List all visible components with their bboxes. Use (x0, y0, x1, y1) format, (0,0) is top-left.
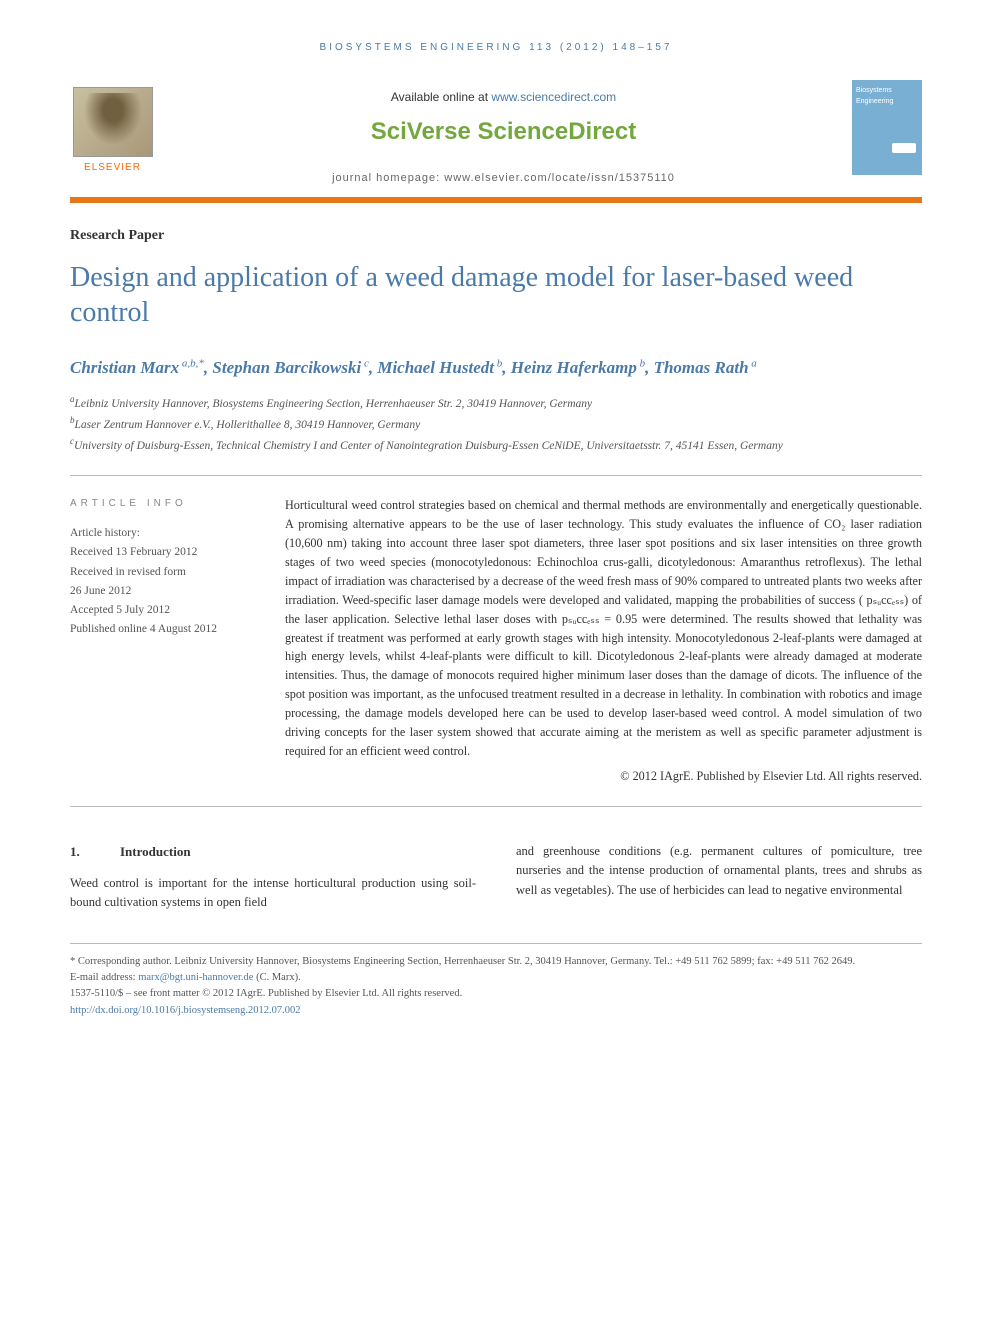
history-label: Article history: (70, 525, 255, 542)
intro-paragraph-left: Weed control is important for the intens… (70, 874, 476, 913)
abstract-copyright: © 2012 IAgrE. Published by Elsevier Ltd.… (285, 767, 922, 786)
sciencedirect-link[interactable]: www.sciencedirect.com (491, 90, 616, 104)
article-info: ARTICLE INFO Article history: Received 1… (70, 496, 255, 786)
homepage-prefix: journal homepage: (332, 172, 444, 184)
body-column-right: and greenhouse conditions (e.g. permanen… (516, 842, 922, 913)
running-header: BIOSYSTEMS ENGINEERING 113 (2012) 148–15… (70, 40, 922, 55)
corresponding-author: * Corresponding author. Leibniz Universi… (70, 954, 922, 970)
journal-cover-thumbnail[interactable]: Biosystems Engineering (852, 80, 922, 175)
cover-badge-icon (892, 143, 916, 153)
body-columns: 1.Introduction Weed control is important… (70, 842, 922, 913)
affiliation-c-text: University of Duisburg-Essen, Technical … (74, 439, 783, 451)
affiliation-a: aLeibniz University Hannover, Biosystems… (70, 393, 922, 414)
cover-title-2: Engineering (856, 97, 918, 108)
email-label: E-mail address: (70, 972, 138, 983)
masthead: ELSEVIER Available online at www.science… (70, 80, 922, 187)
affiliations: aLeibniz University Hannover, Biosystems… (70, 393, 922, 455)
corr-label: * Corresponding author. (70, 956, 172, 967)
article-info-heading: ARTICLE INFO (70, 496, 255, 511)
doi-link[interactable]: http://dx.doi.org/10.1016/j.biosystemsen… (70, 1005, 301, 1016)
body-column-left: 1.Introduction Weed control is important… (70, 842, 476, 913)
masthead-center: Available online at www.sciencedirect.co… (170, 80, 837, 187)
section-title: Introduction (120, 844, 191, 859)
affiliation-b-text: Laser Zentrum Hannover e.V., Hollerithal… (75, 419, 421, 431)
intro-paragraph-right: and greenhouse conditions (e.g. permanen… (516, 842, 922, 900)
affiliation-b: bLaser Zentrum Hannover e.V., Holleritha… (70, 414, 922, 435)
divider (70, 475, 922, 476)
revised-label: Received in revised form (70, 564, 255, 581)
affiliation-a-text: Leibniz University Hannover, Biosystems … (75, 398, 593, 410)
divider (70, 806, 922, 807)
email-link[interactable]: marx@bgt.uni-hannover.de (138, 972, 253, 983)
elsevier-logo[interactable]: ELSEVIER (70, 80, 155, 175)
author-list: Christian Marx a,b,*, Stephan Barcikowsk… (70, 356, 922, 380)
abstract-text: Horticultural weed control strategies ba… (285, 498, 922, 758)
article-type: Research Paper (70, 225, 922, 246)
footnotes: * Corresponding author. Leibniz Universi… (70, 943, 922, 1019)
received-date: Received 13 February 2012 (70, 544, 255, 561)
elsevier-tree-icon (73, 87, 153, 157)
published-date: Published online 4 August 2012 (70, 621, 255, 638)
article-title: Design and application of a weed damage … (70, 260, 922, 330)
info-abstract-row: ARTICLE INFO Article history: Received 1… (70, 496, 922, 786)
cover-title-1: Biosystems (856, 86, 918, 97)
journal-homepage: journal homepage: www.elsevier.com/locat… (170, 170, 837, 187)
revised-date: 26 June 2012 (70, 583, 255, 600)
available-online: Available online at www.sciencedirect.co… (170, 88, 837, 106)
corr-text: Leibniz University Hannover, Biosystems … (172, 956, 855, 967)
sciverse-text: SciVerse ScienceDirect (371, 118, 637, 145)
orange-divider (70, 197, 922, 203)
front-matter: 1537-5110/$ – see front matter © 2012 IA… (70, 986, 922, 1002)
elsevier-wordmark: ELSEVIER (84, 160, 141, 175)
accepted-date: Accepted 5 July 2012 (70, 602, 255, 619)
section-number: 1. (70, 842, 120, 862)
available-prefix: Available online at (391, 90, 492, 104)
abstract: Horticultural weed control strategies ba… (285, 496, 922, 786)
email-line: E-mail address: marx@bgt.uni-hannover.de… (70, 970, 922, 986)
affiliation-c: cUniversity of Duisburg-Essen, Technical… (70, 435, 922, 456)
homepage-url[interactable]: www.elsevier.com/locate/issn/15375110 (444, 172, 675, 184)
email-suffix: (C. Marx). (253, 972, 300, 983)
sciverse-logo[interactable]: SciVerse ScienceDirect (170, 114, 837, 150)
section-1-heading: 1.Introduction (70, 842, 476, 862)
